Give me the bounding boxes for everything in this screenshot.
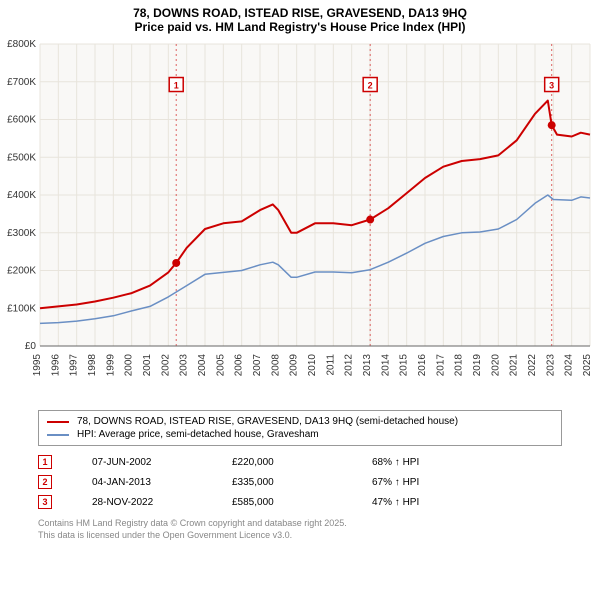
- svg-text:2017: 2017: [435, 354, 446, 377]
- svg-text:2018: 2018: [454, 354, 465, 377]
- svg-text:2012: 2012: [344, 354, 355, 377]
- marker-row: 1 07-JUN-2002 £220,000 68% ↑ HPI: [38, 452, 562, 472]
- markers-table: 1 07-JUN-2002 £220,000 68% ↑ HPI 2 04-JA…: [38, 452, 562, 512]
- svg-text:2005: 2005: [215, 354, 226, 377]
- marker-row: 2 04-JAN-2013 £335,000 67% ↑ HPI: [38, 472, 562, 492]
- marker-date: 04-JAN-2013: [92, 477, 192, 488]
- svg-text:2003: 2003: [179, 354, 190, 377]
- svg-text:£800K: £800K: [7, 39, 36, 50]
- legend-label: HPI: Average price, semi-detached house,…: [77, 429, 319, 440]
- svg-text:2025: 2025: [582, 354, 593, 377]
- legend-row: HPI: Average price, semi-detached house,…: [47, 428, 553, 441]
- svg-text:2019: 2019: [472, 354, 483, 377]
- svg-text:2021: 2021: [509, 354, 520, 377]
- chart-svg: £0 £100K £200K £300K £400K £500K £600K £700K £80…: [0, 36, 600, 406]
- svg-text:1998: 1998: [87, 354, 98, 377]
- legend-swatch-1: [47, 421, 69, 423]
- svg-text:2004: 2004: [197, 354, 208, 377]
- svg-text:2002: 2002: [160, 354, 171, 377]
- title-line-2: Price paid vs. HM Land Registry's House …: [0, 20, 600, 34]
- marker-date: 28-NOV-2022: [92, 497, 192, 508]
- svg-text:£0: £0: [25, 341, 37, 352]
- svg-text:2007: 2007: [252, 354, 263, 377]
- svg-text:£600K: £600K: [7, 115, 36, 126]
- marker-row: 3 28-NOV-2022 £585,000 47% ↑ HPI: [38, 492, 562, 512]
- svg-text:2013: 2013: [362, 354, 373, 377]
- svg-text:2014: 2014: [380, 354, 391, 377]
- marker-delta: 67% ↑ HPI: [372, 477, 472, 488]
- marker-badge: 3: [38, 495, 52, 509]
- svg-text:£300K: £300K: [7, 228, 36, 239]
- footer-line: Contains HM Land Registry data © Crown c…: [38, 518, 562, 530]
- legend-label: 78, DOWNS ROAD, ISTEAD RISE, GRAVESEND, …: [77, 416, 458, 427]
- marker-delta: 68% ↑ HPI: [372, 457, 472, 468]
- svg-text:2022: 2022: [527, 354, 538, 377]
- title-line-1: 78, DOWNS ROAD, ISTEAD RISE, GRAVESEND, …: [0, 6, 600, 20]
- svg-text:2006: 2006: [234, 354, 245, 377]
- svg-text:£700K: £700K: [7, 77, 36, 88]
- svg-text:£500K: £500K: [7, 152, 36, 163]
- svg-text:£200K: £200K: [7, 266, 36, 277]
- svg-text:£400K: £400K: [7, 190, 36, 201]
- svg-text:2009: 2009: [289, 354, 300, 377]
- svg-text:£100K: £100K: [7, 303, 36, 314]
- marker-delta: 47% ↑ HPI: [372, 497, 472, 508]
- svg-text:1999: 1999: [105, 354, 116, 377]
- svg-text:2: 2: [368, 81, 373, 91]
- svg-text:2010: 2010: [307, 354, 318, 377]
- marker-price: £585,000: [232, 497, 332, 508]
- legend-box: 78, DOWNS ROAD, ISTEAD RISE, GRAVESEND, …: [38, 410, 562, 446]
- marker-price: £220,000: [232, 457, 332, 468]
- svg-text:2024: 2024: [564, 354, 575, 377]
- svg-text:2008: 2008: [270, 354, 281, 377]
- footer: Contains HM Land Registry data © Crown c…: [38, 518, 562, 541]
- svg-text:1: 1: [174, 81, 179, 91]
- marker-badge: 2: [38, 475, 52, 489]
- marker-price: £335,000: [232, 477, 332, 488]
- chart-title-block: 78, DOWNS ROAD, ISTEAD RISE, GRAVESEND, …: [0, 0, 600, 36]
- svg-text:2016: 2016: [417, 354, 428, 377]
- marker-badge: 1: [38, 455, 52, 469]
- footer-line: This data is licensed under the Open Gov…: [38, 530, 562, 542]
- svg-text:2023: 2023: [545, 354, 556, 377]
- legend-row: 78, DOWNS ROAD, ISTEAD RISE, GRAVESEND, …: [47, 415, 553, 428]
- svg-text:2020: 2020: [490, 354, 501, 377]
- svg-text:1997: 1997: [69, 354, 80, 377]
- legend-swatch-2: [47, 434, 69, 436]
- marker-date: 07-JUN-2002: [92, 457, 192, 468]
- svg-text:3: 3: [549, 81, 554, 91]
- svg-text:2015: 2015: [399, 354, 410, 377]
- svg-text:2000: 2000: [124, 354, 135, 377]
- svg-text:2001: 2001: [142, 354, 153, 377]
- svg-text:1996: 1996: [50, 354, 61, 377]
- svg-text:2011: 2011: [325, 354, 336, 376]
- svg-text:1995: 1995: [32, 354, 43, 377]
- chart-area: £0 £100K £200K £300K £400K £500K £600K £700K £80…: [0, 36, 600, 406]
